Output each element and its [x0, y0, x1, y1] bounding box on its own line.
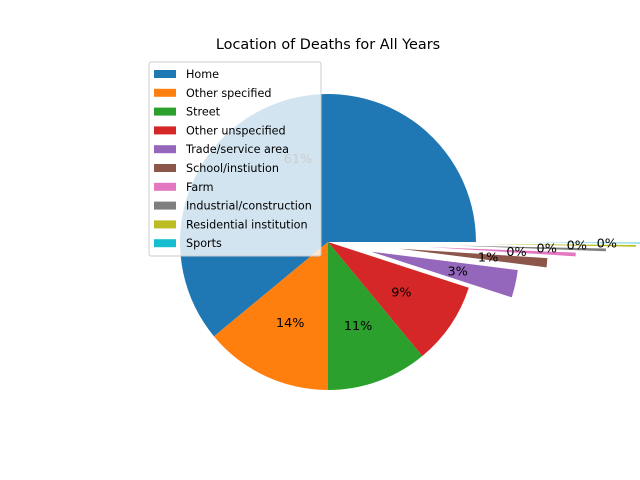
- pie-slice-industrial-construction: [457, 245, 606, 252]
- pct-label-farm: 0%: [506, 245, 526, 260]
- legend-swatch-home: [154, 70, 176, 78]
- legend-swatch-other-unspecified: [154, 126, 176, 135]
- pie-slice-residential-institution: [487, 244, 636, 247]
- pie-slice-other-unspecified: [328, 242, 469, 357]
- legend-swatch-farm: [154, 182, 176, 191]
- pct-label-trade-service-area: 3%: [447, 264, 467, 279]
- legend: Home Other specified Street Other unspecifi…: [148, 61, 322, 257]
- pct-label-sports: 0%: [597, 236, 617, 251]
- legend-label-other-specified: Other specified: [186, 87, 271, 100]
- pie-slice-school-instiution: [399, 248, 548, 268]
- legend-label-trade-service-area: Trade/service area: [185, 143, 289, 156]
- pct-label-other-specified: 14%: [276, 316, 304, 331]
- legend-swatch-sports: [154, 239, 176, 248]
- legend-label-residential-institution: Residential institution: [186, 218, 308, 231]
- legend-swatch-residential-institution: [154, 220, 176, 229]
- legend-label-home: Home: [186, 68, 219, 81]
- pie-slice-farm: [427, 247, 576, 257]
- legend-label-street: Street: [186, 106, 221, 119]
- pie-slice-other-specified: [213, 242, 328, 390]
- legend-label-farm: Farm: [186, 181, 214, 194]
- legend-swatch-industrial-construction: [154, 201, 176, 210]
- pct-label-industrial-construction: 0%: [537, 242, 557, 257]
- legend-label-sports: Sports: [186, 237, 222, 250]
- pct-label-residential-institution: 0%: [567, 239, 587, 254]
- pie-slice-street: [328, 242, 423, 390]
- legend-label-other-unspecified: Other unspecified: [186, 124, 286, 137]
- legend-swatch-other-specified: [154, 88, 176, 97]
- legend-label-industrial-construction: Industrial/construction: [186, 200, 312, 213]
- legend-swatch-school-instiution: [154, 164, 176, 172]
- legend-label-school-instiution: School/instiution: [186, 162, 279, 175]
- legend-swatch-street: [154, 107, 176, 116]
- pie-slice-trade-service-area: [370, 251, 518, 298]
- pct-label-school-instiution: 1%: [478, 251, 498, 266]
- chart-title: Location of Deaths for All Years: [216, 37, 440, 53]
- legend-box: [148, 61, 322, 257]
- legend-swatch-trade-service-area: [154, 145, 176, 154]
- pct-label-other-unspecified: 9%: [391, 285, 411, 300]
- pie-slice-sports: [517, 242, 640, 244]
- pct-label-street: 11%: [344, 319, 372, 334]
